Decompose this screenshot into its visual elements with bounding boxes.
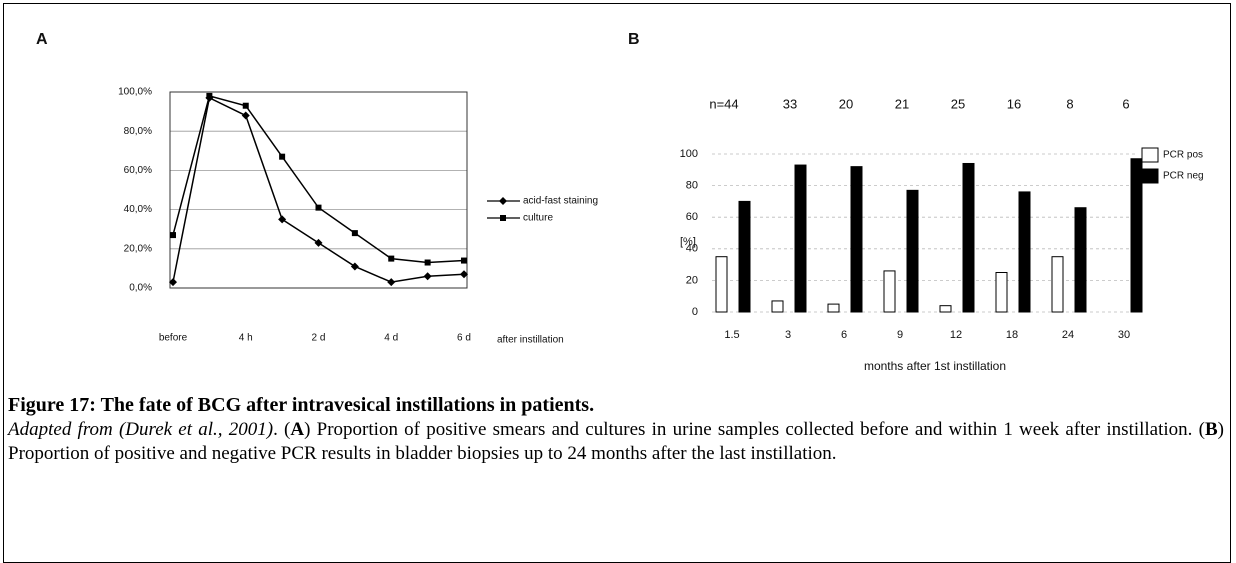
y-tick-label: 80 [686,180,698,192]
x-tick-label: 4 d [384,333,398,344]
annotation: 6 [1122,96,1129,111]
marker [241,111,250,120]
caption-text: . ( [273,419,291,440]
marker [461,257,467,264]
annotation: n=44 [709,96,738,111]
bar [771,300,784,313]
marker [278,215,287,224]
y-axis-label: [%] [680,236,696,248]
legend-swatch [1141,168,1159,184]
bar [1074,207,1087,313]
caption-text: B [1204,419,1218,440]
caption-text: A [290,419,305,440]
bar [962,162,975,313]
marker [206,92,213,99]
y-tick-label: 100,0% [118,87,152,98]
y-tick-label: 40,0% [124,204,152,215]
x-tick-label: 2 d [312,333,326,344]
marker [460,270,468,279]
marker [423,272,432,281]
y-tick-label: 100 [680,148,698,160]
figure: A 0,0% 20,0% 40,0% 60,0% 80,0% 100,0% before 4 h… [36,31,1204,373]
bar [883,270,896,313]
marker [350,262,359,271]
x-axis-label: after instillation [497,335,564,346]
series-line [172,96,465,283]
legend-swatch [1141,147,1159,163]
bar [827,303,840,313]
y-tick-label: 20,0% [124,243,152,254]
plot-frame [169,91,468,289]
annotation: 16 [1007,96,1021,111]
annotation: 20 [839,96,853,111]
legend-label: PCR pos [1163,150,1203,161]
panel-label: A [36,31,48,48]
marker [279,153,286,160]
x-tick-label: 4 h [239,333,253,344]
legend-marker [500,215,506,221]
bar [1130,158,1143,313]
marker [314,238,323,247]
bar [715,256,728,313]
annotation: 25 [951,96,965,111]
y-tick-label: 80,0% [124,126,152,137]
bar [1018,191,1031,313]
x-tick-label: 1.5 [724,329,739,341]
caption-text: ) Proportion of positive and negative PC… [8,419,1224,464]
annotation: 8 [1066,96,1073,111]
caption-title: Figure 17: The fate of BCG after intrave… [8,394,595,416]
y-tick-label: 0 [692,306,698,318]
annotation: 21 [895,96,909,111]
bar [794,164,807,313]
legend-marker [499,197,507,205]
x-tick-label: 18 [1006,329,1018,341]
marker [315,204,322,211]
x-tick-label: 6 d [457,333,471,344]
caption-text: Adapted from (Durek et al., 2001) [8,419,274,440]
caption-body: Adapted from (Durek et al., 2001). (A) P… [8,418,1224,465]
y-tick-label: 60,0% [124,165,152,176]
marker [387,278,396,287]
series-line [172,94,465,264]
bar [850,166,863,313]
panel-label: B [628,31,640,48]
bar [906,189,919,313]
legend-label: PCR neg [1163,171,1204,182]
marker [424,259,431,266]
annotation: 33 [783,96,797,111]
x-axis-label: months after 1st instillation [864,359,1006,373]
x-tick-label: before [159,333,188,344]
x-tick-label: 30 [1118,329,1130,341]
y-tick-label: 0,0% [129,283,152,294]
marker [351,230,358,237]
marker [388,255,395,262]
page: {"chart_data": [ {"type": "line", "panel… [3,3,1231,563]
caption-text: ) Proportion of positive smears and cult… [304,419,1205,440]
y-tick-label: 20 [686,274,698,286]
bar [738,200,751,313]
bar [995,272,1008,313]
y-tick-label: 40 [686,243,698,255]
marker [170,232,176,239]
x-tick-label: 6 [841,329,847,341]
legend-label: acid-fast staining [523,196,598,207]
bar [939,305,952,313]
marker [242,102,249,109]
legend-label: culture [523,213,553,224]
x-tick-label: 24 [1062,329,1074,341]
x-tick-label: 9 [897,329,903,341]
y-tick-label: 60 [686,211,698,223]
x-tick-label: 12 [950,329,962,341]
marker [169,278,177,287]
x-tick-label: 3 [785,329,791,341]
caption: Figure 17: The fate of BCG after intrave… [8,392,1224,465]
bar [1051,256,1064,313]
